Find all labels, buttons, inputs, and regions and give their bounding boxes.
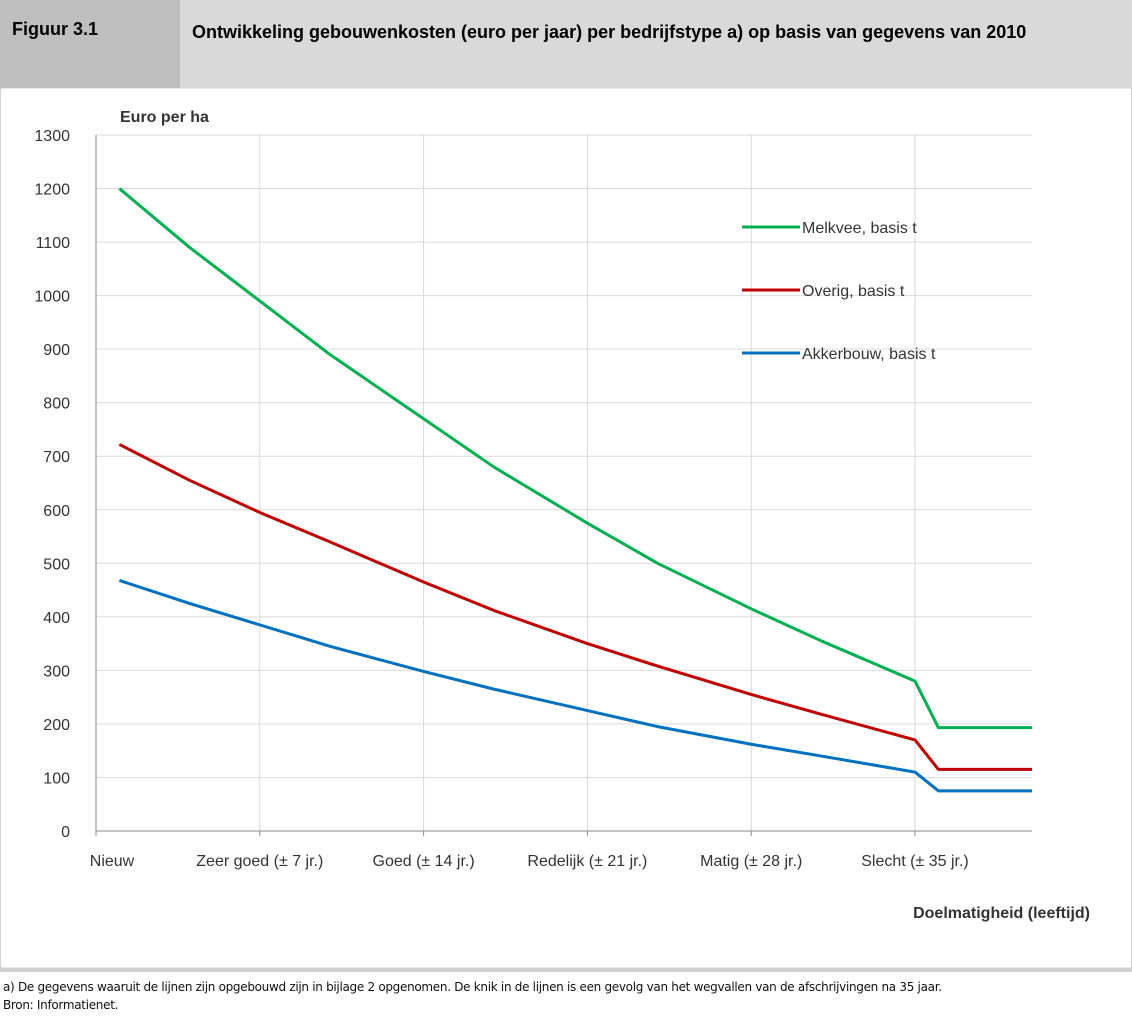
series-line — [118, 443, 1032, 771]
y-tick-label: 600 — [43, 503, 70, 520]
y-axis-title: Euro per ha — [120, 109, 209, 126]
y-tick-label: 1300 — [34, 128, 70, 145]
footnotes: a) De gegevens waaruit de lijnen zijn op… — [0, 968, 1132, 1026]
y-tick-label: 300 — [43, 663, 70, 680]
x-tick-label: Slecht (± 35 jr.) — [861, 853, 968, 870]
figure-label: Figuur 3.1 — [0, 0, 180, 88]
legend-label: Akkerbouw, basis t — [802, 346, 936, 363]
y-tick-label: 500 — [43, 556, 70, 573]
y-tick-label: 1200 — [34, 182, 70, 199]
series-line — [118, 579, 1032, 793]
chart-frame — [0, 88, 1132, 968]
x-tick-label: Goed (± 14 jr.) — [373, 853, 475, 870]
y-tick-label: 800 — [43, 396, 70, 413]
x-axis-title: Doelmatigheid (leeftijd) — [913, 905, 1090, 922]
y-tick-label: 900 — [43, 342, 70, 359]
source: Bron: Informatienet. — [3, 998, 119, 1012]
figure-header: Figuur 3.1 Ontwikkeling gebouwenkosten (… — [0, 0, 1132, 88]
legend-label: Melkvee, basis t — [802, 220, 917, 237]
y-tick-label: 0 — [61, 824, 70, 841]
legend-label: Overig, basis t — [802, 283, 905, 300]
x-tick-label: Nieuw — [90, 853, 135, 870]
x-tick-label: Redelijk (± 21 jr.) — [527, 853, 647, 870]
figure-title: Ontwikkeling gebouwenkosten (euro per ja… — [192, 22, 1027, 42]
y-tick-label: 200 — [43, 717, 70, 734]
y-tick-label: 100 — [43, 770, 70, 787]
y-tick-label: 700 — [43, 449, 70, 466]
y-tick-label: 1100 — [36, 235, 71, 252]
footnote: a) De gegevens waaruit de lijnen zijn op… — [3, 980, 942, 994]
series-line — [118, 187, 1032, 730]
x-tick-label: Zeer goed (± 7 jr.) — [196, 853, 323, 870]
y-tick-label: 400 — [43, 610, 70, 627]
x-tick-label: Matig (± 28 jr.) — [700, 853, 802, 870]
y-tick-label: 1000 — [34, 289, 70, 306]
chart: Euro per ha Doelmatigheid (leeftijd) 0 10… — [0, 88, 1132, 968]
